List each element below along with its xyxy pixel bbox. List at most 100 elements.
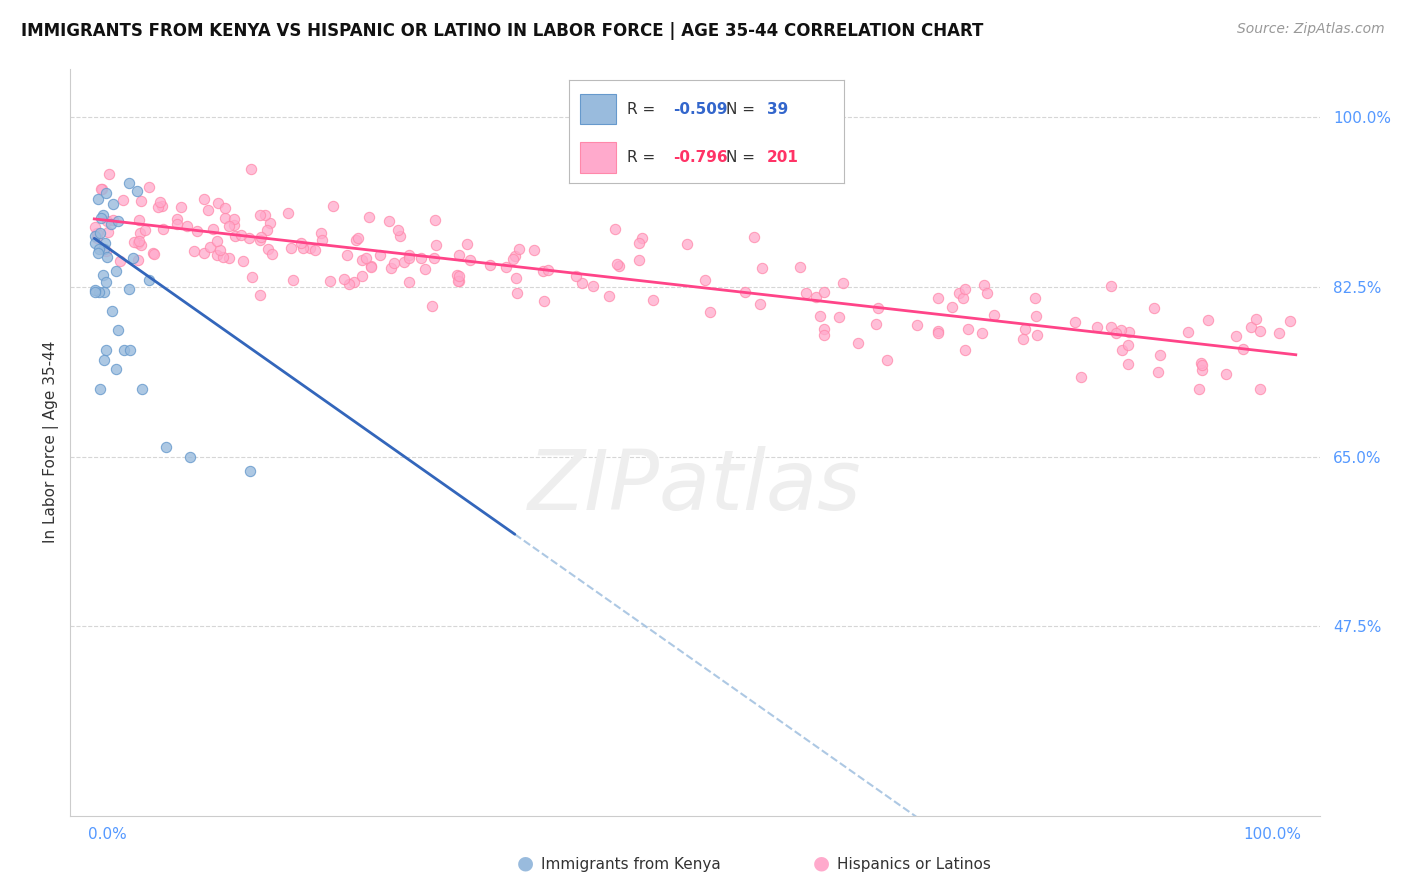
Point: [214, 201, 236, 215]
Point: [398, 248, 420, 262]
Point: [603, 222, 626, 236]
Point: [183, 244, 205, 259]
Point: [813, 328, 835, 343]
Point: [128, 226, 150, 240]
Point: [124, 235, 146, 249]
Point: [142, 246, 165, 260]
Point: [1215, 367, 1237, 381]
Point: [423, 252, 446, 266]
Point: [257, 242, 280, 256]
Point: [291, 241, 314, 255]
Point: [107, 214, 129, 228]
Text: N =: N =: [725, 150, 759, 165]
Point: [1105, 326, 1128, 341]
Point: [232, 253, 254, 268]
Point: [382, 256, 405, 270]
Point: [828, 310, 851, 324]
Point: [87, 285, 110, 299]
Point: [89, 242, 111, 256]
Point: [813, 285, 835, 300]
Point: [398, 275, 420, 289]
Point: [90, 182, 112, 196]
Point: [90, 182, 112, 196]
Point: [197, 202, 219, 217]
Point: [350, 269, 373, 284]
Point: [94, 186, 117, 200]
Point: [97, 225, 120, 239]
Point: [1101, 319, 1123, 334]
Point: [607, 259, 630, 273]
Point: [104, 362, 127, 376]
Point: [359, 210, 381, 224]
Point: [118, 282, 141, 296]
Point: [370, 248, 392, 262]
Point: [503, 248, 526, 262]
Point: [89, 227, 111, 241]
Point: [456, 237, 478, 252]
Point: [107, 324, 129, 338]
Point: [298, 242, 321, 256]
Point: [356, 252, 378, 266]
Text: IMMIGRANTS FROM KENYA VS HISPANIC OR LATINO IN LABOR FORCE | AGE 35-44 CORRELATI: IMMIGRANTS FROM KENYA VS HISPANIC OR LAT…: [21, 22, 983, 40]
Point: [813, 322, 835, 336]
Point: [170, 200, 193, 214]
Point: [101, 212, 124, 227]
Point: [806, 290, 828, 304]
Point: [1149, 348, 1171, 362]
Point: [304, 243, 326, 257]
Point: [1191, 363, 1213, 377]
Text: Hispanics or Latinos: Hispanics or Latinos: [837, 857, 990, 872]
Point: [218, 251, 240, 265]
Point: [1197, 312, 1219, 326]
Point: [112, 343, 135, 357]
Point: [508, 242, 530, 256]
Point: [955, 283, 977, 297]
Point: [142, 246, 165, 260]
Point: [239, 464, 262, 478]
Point: [571, 276, 593, 290]
Point: [449, 274, 471, 288]
Point: [346, 231, 368, 245]
Point: [1143, 301, 1166, 315]
Point: [93, 243, 115, 257]
Point: [121, 252, 143, 266]
Point: [134, 223, 156, 237]
Point: [93, 352, 115, 367]
Point: [1189, 355, 1212, 369]
Point: [179, 450, 201, 464]
Point: [87, 192, 110, 206]
Point: [952, 291, 974, 305]
Point: [422, 299, 444, 313]
Point: [118, 176, 141, 190]
Point: [1244, 311, 1267, 326]
Point: [94, 235, 117, 250]
Text: 201: 201: [766, 150, 799, 165]
Point: [865, 317, 887, 331]
Point: [96, 343, 118, 357]
Text: -0.509: -0.509: [673, 102, 728, 117]
Point: [149, 194, 172, 209]
Point: [84, 219, 107, 234]
Point: [389, 229, 412, 244]
Point: [409, 251, 432, 265]
Point: [693, 273, 716, 287]
Point: [84, 229, 107, 244]
Point: [1146, 365, 1168, 379]
Point: [360, 259, 382, 273]
Point: [87, 246, 110, 260]
Point: [523, 244, 546, 258]
Point: [101, 304, 124, 318]
Point: [100, 218, 122, 232]
Point: [866, 301, 889, 316]
Point: [309, 226, 332, 240]
Point: [458, 252, 481, 267]
Point: [1024, 292, 1046, 306]
Point: [311, 233, 333, 247]
Point: [505, 286, 527, 301]
Point: [1249, 324, 1271, 338]
Point: [322, 199, 344, 213]
Point: [1109, 323, 1132, 337]
Point: [734, 285, 756, 300]
Point: [598, 289, 620, 303]
Point: [249, 233, 271, 247]
